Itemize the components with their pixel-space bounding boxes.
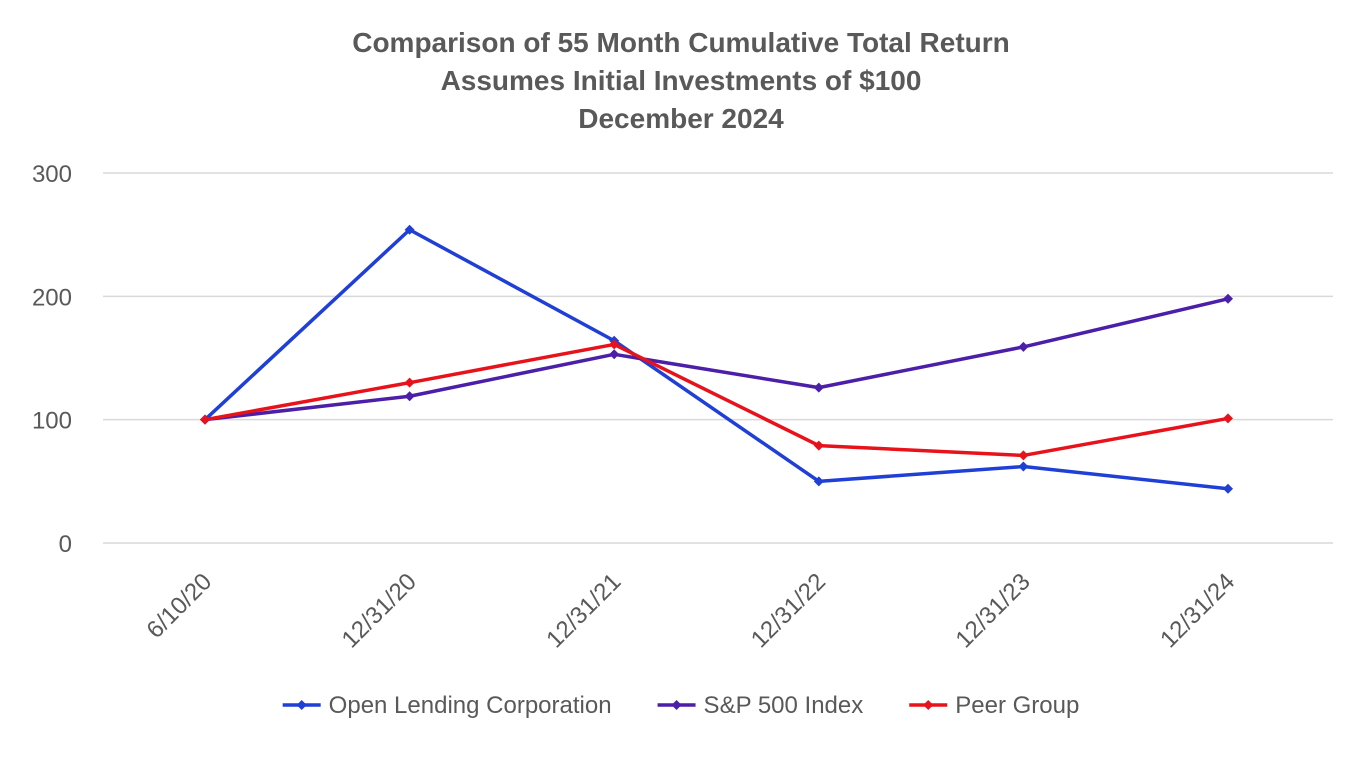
x-tick-label-6-10-20: 6/10/20 [142,568,218,644]
x-axis-ticks: 6/10/20 12/31/20 12/31/21 12/31/22 12/31/23 1… [142,568,1241,653]
data-point-peer-group-12-31-21 [609,339,620,350]
legend-label: Open Lending Corporation [329,692,612,719]
data-point-open-lending-corporation-12-31-20 [404,224,415,235]
legend-swatch-marker [923,700,934,710]
y-tick-label-200: 200 [32,284,72,311]
legend-swatch-marker [671,700,682,710]
y-axis-ticks: 0 100 200 300 [32,161,72,558]
series-open-lending-corporation [200,224,1233,494]
data-point-peer-group-12-31-20 [404,377,415,388]
series-line-open-lending-corporation [203,227,1230,491]
legend-item-peer-group: Peer Group [909,692,1079,719]
legend-item-s-p-500-index: S&P 500 Index [657,692,864,719]
legend: Open Lending Corporation S&P 500 Index Pee… [282,692,1079,719]
y-tick-label-100: 100 [32,408,72,435]
series-lines [200,224,1233,494]
data-point-peer-group-12-31-23 [1018,450,1029,461]
data-point-s-p-500-index-12-31-24 [1223,293,1233,304]
chart-title-line-1: Comparison of 55 Month Cumulative Total … [352,27,1010,58]
series-line-s-p-500-index [203,297,1230,422]
data-point-peer-group-6-10-20 [200,414,210,425]
data-point-open-lending-corporation-12-31-22 [813,476,824,487]
series-s-p-500-index [200,293,1233,425]
data-point-s-p-500-index-12-31-23 [1018,341,1029,352]
data-point-s-p-500-index-12-31-22 [813,382,824,393]
data-point-open-lending-corporation-12-31-24 [1223,483,1233,494]
legend-swatch-marker [296,700,307,710]
gridlines [103,172,1333,544]
chart-title-line-2: Assumes Initial Investments of $100 [440,65,922,96]
data-point-open-lending-corporation-12-31-23 [1018,461,1029,472]
x-tick-label-12-31-21: 12/31/21 [541,568,626,653]
y-tick-label-0: 0 [59,531,72,558]
data-point-peer-group-12-31-22 [813,440,824,451]
y-tick-label-300: 300 [32,161,72,188]
series-peer-group [200,339,1233,461]
legend-item-open-lending-corporation: Open Lending Corporation [282,692,612,719]
data-point-peer-group-12-31-24 [1223,413,1233,424]
x-tick-label-12-31-22: 12/31/22 [746,568,831,653]
series-line-peer-group [203,342,1230,458]
legend-label: Peer Group [955,692,1079,719]
data-point-s-p-500-index-12-31-20 [404,391,415,402]
chart-title: Comparison of 55 Month Cumulative Total … [0,24,1362,138]
legend-label: S&P 500 Index [704,692,864,719]
x-tick-label-12-31-24: 12/31/24 [1155,568,1240,653]
x-tick-label-12-31-23: 12/31/23 [950,568,1035,653]
chart-title-line-3: December 2024 [578,103,784,134]
x-tick-label-12-31-20: 12/31/20 [337,568,422,653]
data-point-s-p-500-index-12-31-21 [609,349,620,360]
